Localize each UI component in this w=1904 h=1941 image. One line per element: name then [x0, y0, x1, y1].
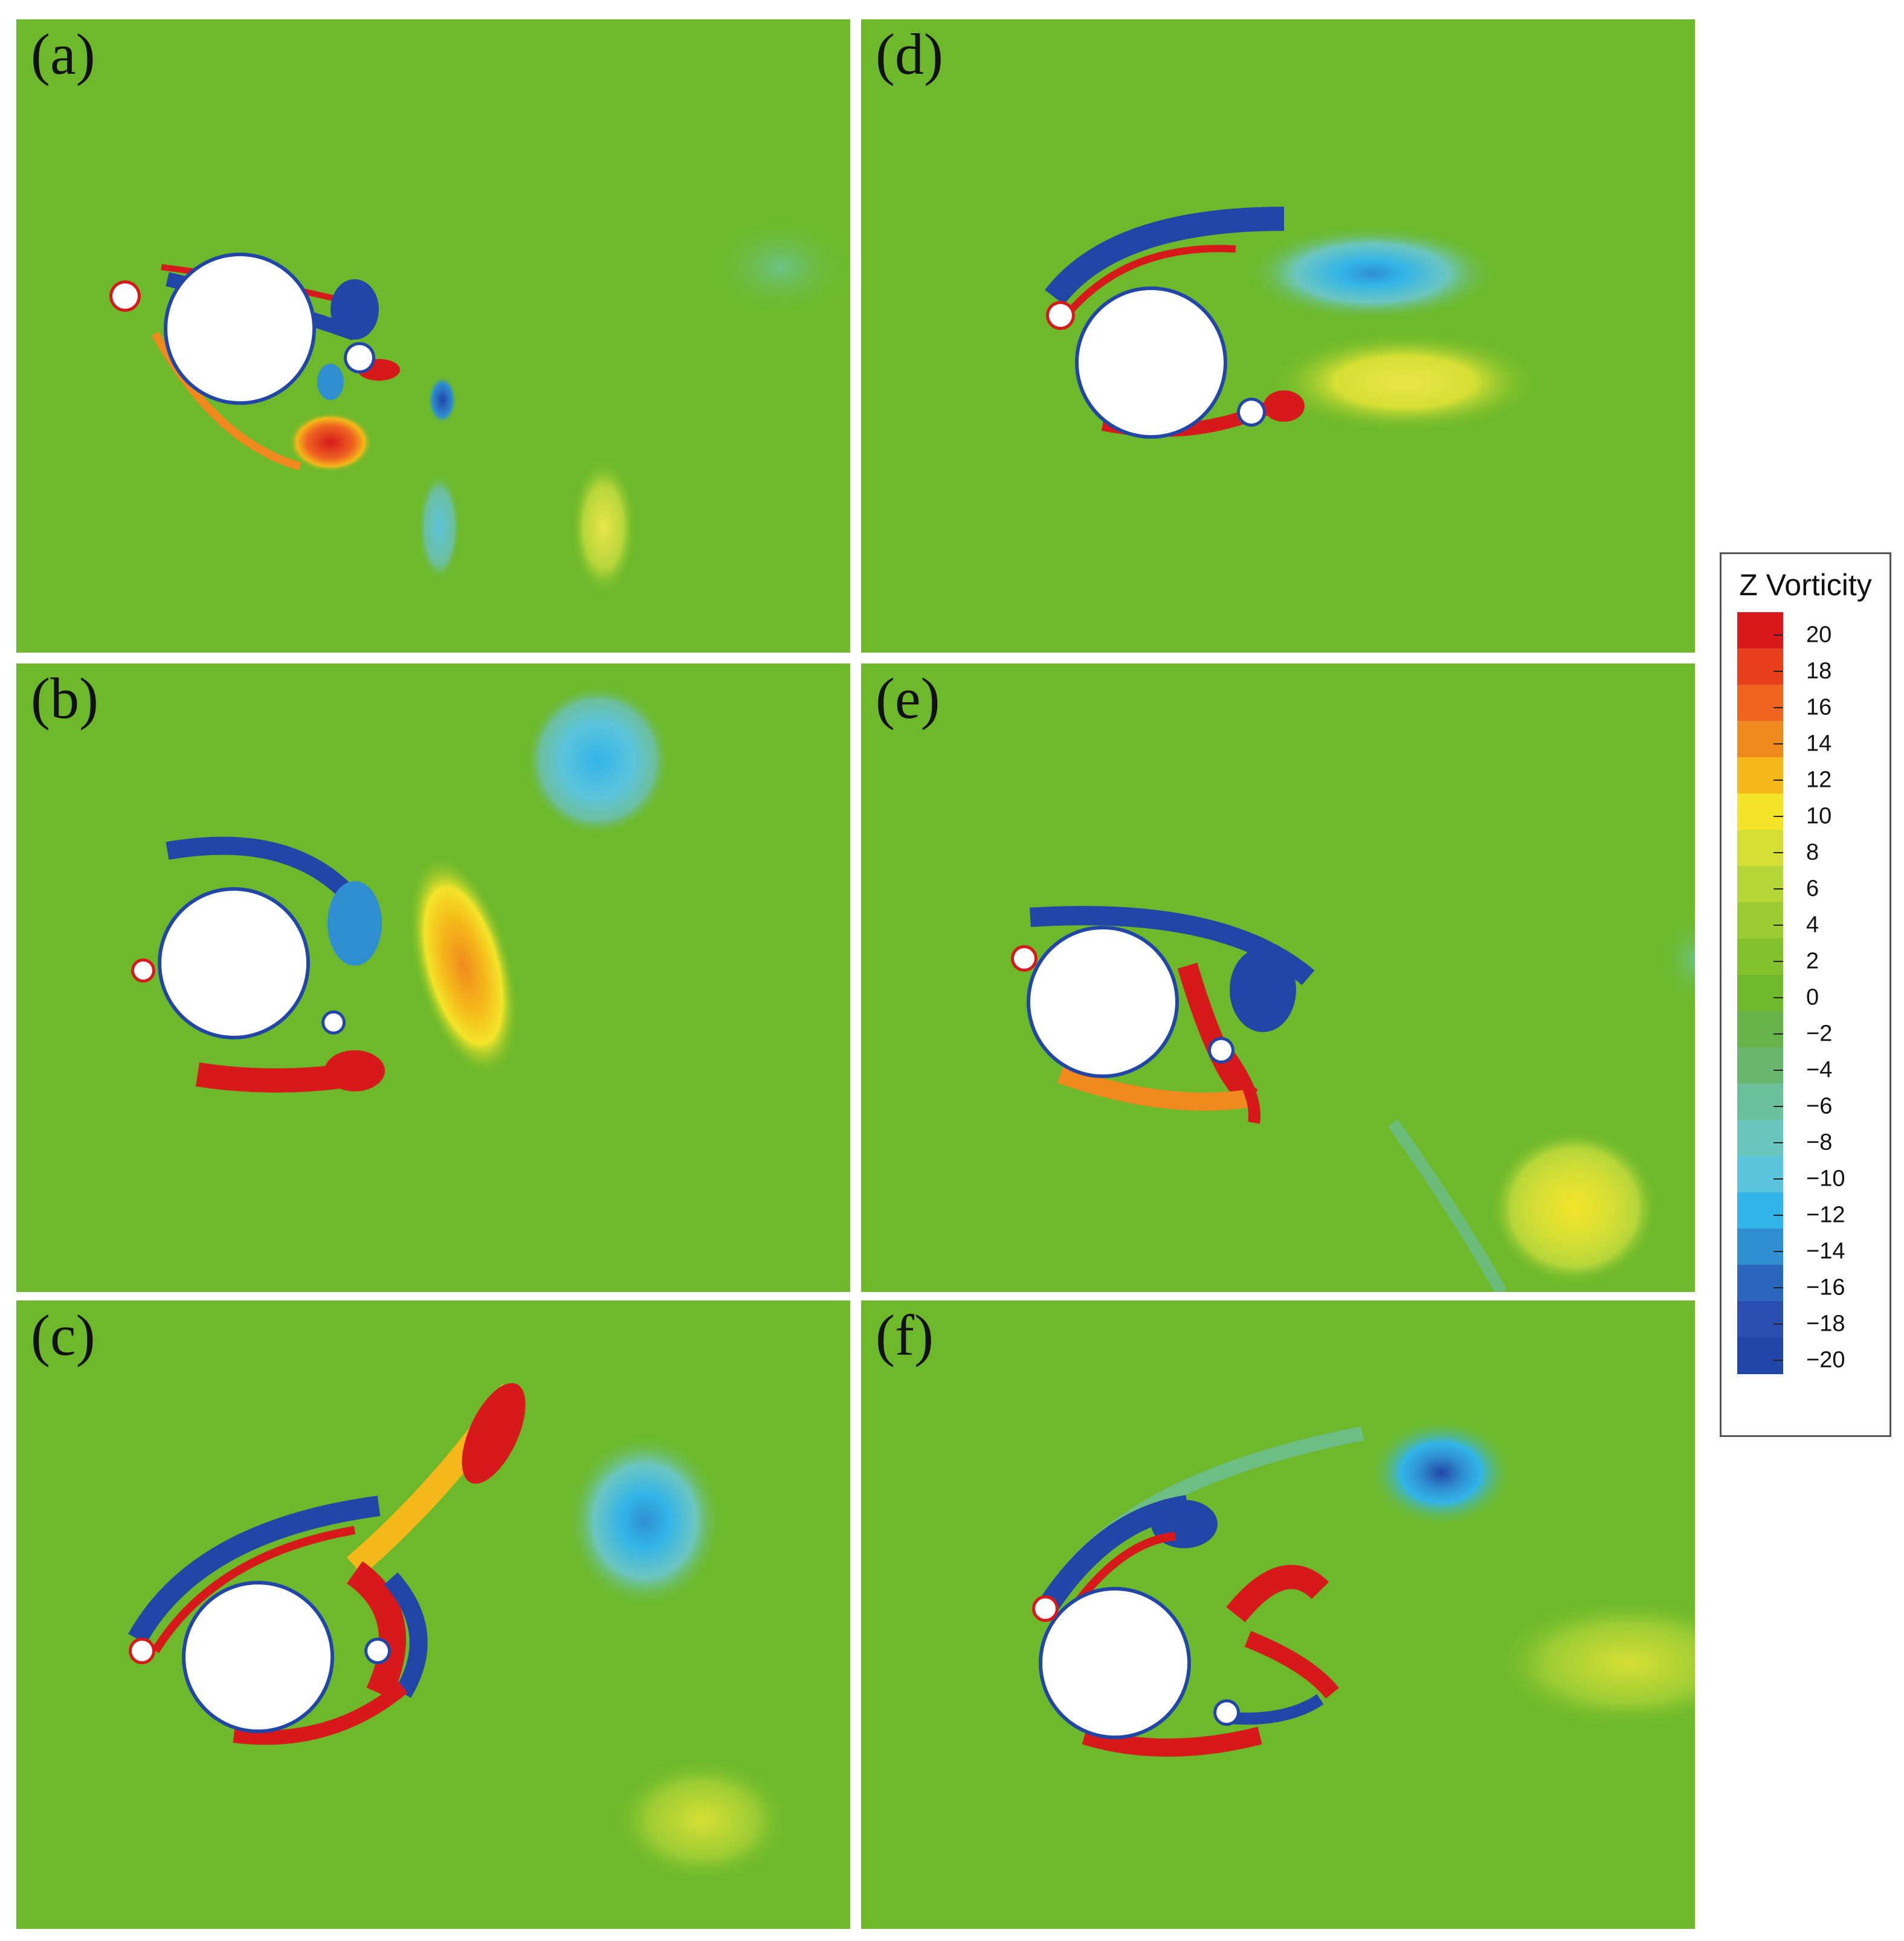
colorbar-segment: [1737, 1301, 1783, 1338]
colorbar-tick-mark: [1773, 1287, 1783, 1288]
colorbar-tick-label: 18: [1806, 658, 1832, 684]
colorbar-tick-mark: [1773, 1070, 1783, 1071]
colorbar: [1737, 612, 1783, 1374]
colorbar-legend: Z Vorticity 20 18 16 14 12 10 8 6 4 2 0 −2 −4 −6 −8 −10…: [1720, 552, 1891, 1437]
colorbar-tick-label: 16: [1806, 694, 1832, 720]
colorbar-tick-mark: [1773, 780, 1783, 781]
colorbar-tick-mark: [1773, 1215, 1783, 1216]
colorbar-tick-label: −8: [1806, 1129, 1833, 1155]
colorbar-tick-label: −6: [1806, 1093, 1833, 1119]
panel-c: (c): [16, 1300, 850, 1929]
colorbar-tick-label: 6: [1806, 876, 1819, 902]
colorbar-segment: [1737, 830, 1783, 867]
colorbar-tick-mark: [1773, 1142, 1783, 1143]
colorbar-tick-mark: [1773, 961, 1783, 962]
panel-label-a: (a): [31, 22, 95, 86]
colorbar-tick-label: −10: [1806, 1166, 1845, 1192]
colorbar-tick-mark: [1773, 671, 1783, 672]
colorbar-segment: [1737, 1011, 1783, 1048]
colorbar-tick-mark: [1773, 635, 1783, 636]
cylinder-c: [186, 1584, 331, 1729]
colorbar-segment: [1737, 685, 1783, 722]
colorbar-tick-mark: [1773, 888, 1783, 890]
colorbar-tick-label: 4: [1806, 912, 1819, 938]
colorbar-tick-label: 10: [1806, 803, 1832, 829]
legend-title: Z Vorticity: [1739, 568, 1872, 602]
vorticity-field-b: [131, 685, 670, 1093]
colorbar-segment: [1737, 648, 1783, 685]
vorticity-field-f: [1032, 1418, 1695, 1757]
panel-label-f: (f): [876, 1303, 934, 1368]
vorticity-field-e: [1011, 906, 1695, 1292]
colorbar-tick-label: −18: [1806, 1311, 1845, 1337]
colorbar-segment: [1737, 1120, 1783, 1157]
panel-a: (a): [16, 19, 850, 653]
vorticity-field-a: [109, 216, 850, 596]
colorbar-segment: [1737, 1084, 1783, 1120]
panel-f: (f): [861, 1300, 1695, 1929]
colorbar-tick-mark: [1773, 1323, 1783, 1325]
panel-label-e: (e): [876, 666, 940, 731]
cylinder-b: [161, 891, 306, 1036]
colorbar-segment: [1737, 1047, 1783, 1084]
panel-e: (e): [861, 664, 1695, 1292]
panel-d: (d): [861, 19, 1695, 653]
colorbar-tick-label: −2: [1806, 1021, 1833, 1047]
panel-label-d: (d): [876, 22, 943, 86]
colorbar-segment: [1737, 1337, 1783, 1374]
colorbar-segment: [1737, 902, 1783, 939]
colorbar-tick-label: 14: [1806, 731, 1832, 757]
colorbar-tick-label: 0: [1806, 984, 1819, 1010]
colorbar-segment: [1737, 1192, 1783, 1229]
panel-b: (b): [16, 664, 850, 1292]
panel-label-b: (b): [31, 666, 98, 731]
colorbar-tick-mark: [1773, 997, 1783, 998]
colorbar-tick-label: −4: [1806, 1057, 1833, 1083]
colorbar-tick-mark: [1773, 1251, 1783, 1252]
colorbar-tick-label: −14: [1806, 1238, 1845, 1264]
colorbar-tick-label: 8: [1806, 839, 1819, 865]
colorbar-segment: [1737, 1156, 1783, 1193]
cylinder-e: [1030, 929, 1175, 1074]
colorbar-tick-mark: [1773, 1178, 1783, 1180]
colorbar-tick-mark: [1773, 707, 1783, 708]
colorbar-segment: [1737, 866, 1783, 903]
cylinder-d: [1079, 290, 1224, 435]
colorbar-segment: [1737, 1265, 1783, 1302]
colorbar-tick-label: 2: [1806, 948, 1819, 974]
vorticity-field-d: [1045, 207, 1544, 439]
colorbar-tick-label: 20: [1806, 622, 1832, 648]
colorbar-tick-mark: [1773, 1106, 1783, 1107]
colorbar-tick-mark: [1773, 1360, 1783, 1361]
colorbar-segment: [1737, 612, 1783, 649]
colorbar-segment: [1737, 938, 1783, 975]
panel-label-c: (c): [31, 1303, 95, 1368]
colorbar-tick-mark: [1773, 743, 1783, 744]
colorbar-tick-label: −16: [1806, 1274, 1845, 1300]
cylinder-f: [1042, 1591, 1187, 1736]
colorbar-tick-label: 12: [1806, 767, 1832, 793]
vorticity-field-c: [128, 1383, 793, 1884]
colorbar-tick-label: −12: [1806, 1202, 1845, 1228]
colorbar-segment: [1737, 721, 1783, 758]
colorbar-segment: [1737, 757, 1783, 794]
colorbar-segment: [1737, 793, 1783, 830]
cylinder-a: [167, 256, 312, 401]
colorbar-tick-mark: [1773, 816, 1783, 817]
colorbar-segment: [1737, 975, 1783, 1012]
colorbar-tick-label: −20: [1806, 1347, 1845, 1373]
colorbar-tick-mark: [1773, 852, 1783, 853]
colorbar-tick-mark: [1773, 1033, 1783, 1035]
colorbar-segment: [1737, 1229, 1783, 1265]
colorbar-tick-mark: [1773, 925, 1783, 926]
